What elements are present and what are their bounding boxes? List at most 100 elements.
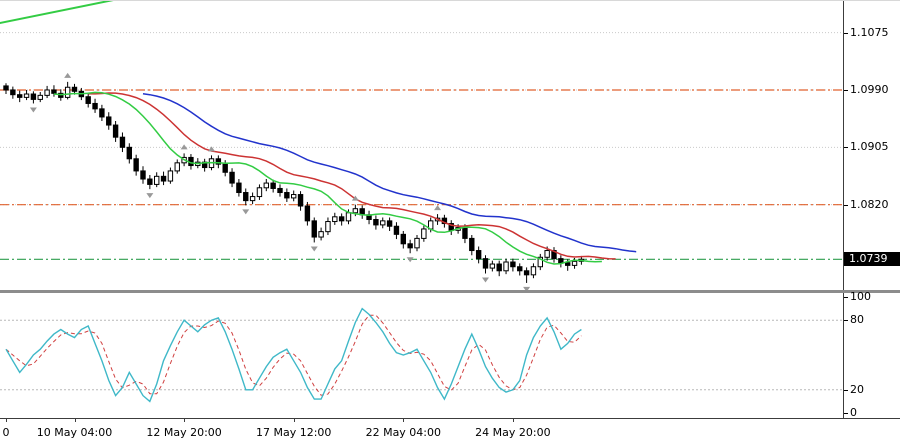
- candle-body: [30, 93, 37, 100]
- candle-body: [71, 86, 78, 92]
- candle-body: [17, 94, 23, 98]
- indicator-axis-label: 0: [850, 406, 857, 419]
- candle-body: [489, 263, 496, 269]
- candle-body: [571, 260, 578, 266]
- candle-body: [544, 250, 550, 258]
- candle-body: [325, 221, 331, 233]
- candle-body: [311, 220, 317, 238]
- candle-body: [503, 261, 509, 272]
- fractal-up-icon: [64, 72, 72, 78]
- price-axis-label: 1.0990: [850, 82, 889, 96]
- alligator-jaw-line: [142, 93, 637, 253]
- fractal-up-icon: [180, 144, 188, 150]
- candle-body: [338, 216, 345, 222]
- candle-body: [332, 216, 338, 223]
- indicator-axis-label: 80: [850, 313, 864, 327]
- candle-body: [393, 225, 400, 235]
- candle-body: [414, 237, 420, 249]
- candle-body: [51, 89, 57, 94]
- candle-body: [318, 231, 324, 238]
- price-axis-label: 1.0905: [850, 140, 889, 154]
- indicator-axis: 100 80 20 0: [843, 290, 900, 419]
- alligator-teeth-line: [88, 92, 616, 260]
- candle-body: [92, 102, 98, 110]
- candle-body: [222, 163, 228, 173]
- current-price-badge: 1.0739: [844, 252, 900, 267]
- candle-body: [147, 178, 153, 185]
- panel-separator[interactable]: [0, 290, 900, 293]
- axis-tick: [74, 419, 76, 422]
- candle-body: [537, 256, 543, 268]
- trendline: [0, 1, 114, 25]
- fractal-up-icon: [208, 146, 215, 152]
- price-axis: 1.0739 1.1075 1.0990 1.0905 1.0820: [843, 1, 900, 290]
- stoch-signal-line: [5, 314, 582, 396]
- candle-body: [112, 124, 119, 138]
- axis-tick: [844, 297, 848, 298]
- fractal-down-icon: [310, 246, 318, 252]
- candle-body: [133, 158, 139, 172]
- candle-body: [297, 194, 304, 207]
- candle-body: [256, 187, 263, 198]
- candle-body: [37, 94, 43, 100]
- indicator-axis-label: 20: [850, 382, 864, 396]
- fractal-down-icon: [482, 277, 489, 283]
- axis-tick: [844, 89, 848, 91]
- candle-body: [304, 205, 311, 222]
- axis-tick: [844, 413, 848, 414]
- candle-body: [23, 93, 30, 98]
- time-axis: 0 10 May 04:00 12 May 20:00 17 May 12:00 22 …: [0, 418, 900, 445]
- candle-body: [64, 86, 71, 98]
- candle-body: [352, 208, 359, 214]
- candle-body: [106, 116, 112, 126]
- candle-body: [380, 220, 386, 226]
- axis-tick: [403, 419, 405, 422]
- candle-body: [154, 175, 160, 185]
- alligator-lips-line: [53, 91, 602, 265]
- stochastic-indicator-canvas[interactable]: [0, 293, 843, 418]
- time-axis-label: 17 May 12:00: [255, 426, 332, 439]
- time-axis-label: 10 May 04:00: [36, 426, 113, 439]
- candle-body: [345, 212, 352, 222]
- candle-body: [565, 262, 571, 266]
- candle-body: [58, 92, 64, 98]
- axis-tick: [6, 419, 7, 422]
- fractal-up-icon: [434, 205, 442, 211]
- candle-body: [373, 219, 379, 226]
- candle-body: [174, 162, 180, 172]
- candle-body: [3, 85, 9, 91]
- time-axis-label: 22 May 04:00: [365, 426, 442, 439]
- time-axis-label: 0: [2, 426, 10, 439]
- price-chart-canvas[interactable]: [0, 1, 843, 290]
- candle-body: [215, 158, 222, 165]
- axis-tick: [293, 419, 295, 422]
- indicator-axis-label: 100: [850, 290, 871, 303]
- fractal-down-icon: [146, 193, 154, 199]
- fractal-down-icon: [242, 209, 250, 215]
- candle-body: [85, 96, 91, 104]
- axis-tick: [844, 32, 848, 34]
- axis-tick: [844, 320, 848, 322]
- candle-body: [523, 270, 530, 276]
- candle-body: [558, 258, 564, 264]
- price-axis-label: 1.0820: [850, 197, 889, 211]
- candle-body: [421, 228, 427, 239]
- candle-body: [119, 136, 126, 148]
- candle-body: [407, 243, 413, 249]
- candle-body: [482, 258, 489, 269]
- candle-body: [462, 227, 468, 239]
- candle-body: [167, 170, 174, 182]
- candle-body: [400, 233, 407, 245]
- axis-tick: [844, 147, 848, 149]
- candle-body: [517, 266, 523, 272]
- candle-body: [229, 171, 235, 184]
- candle-body: [284, 192, 290, 199]
- axis-tick: [512, 419, 514, 422]
- candle-body: [386, 220, 393, 227]
- candle-body: [510, 261, 516, 268]
- candle-body: [277, 187, 283, 194]
- stoch-main-line: [5, 307, 582, 403]
- price-axis-label: 1.1075: [850, 25, 889, 39]
- fractal-down-icon: [406, 257, 414, 263]
